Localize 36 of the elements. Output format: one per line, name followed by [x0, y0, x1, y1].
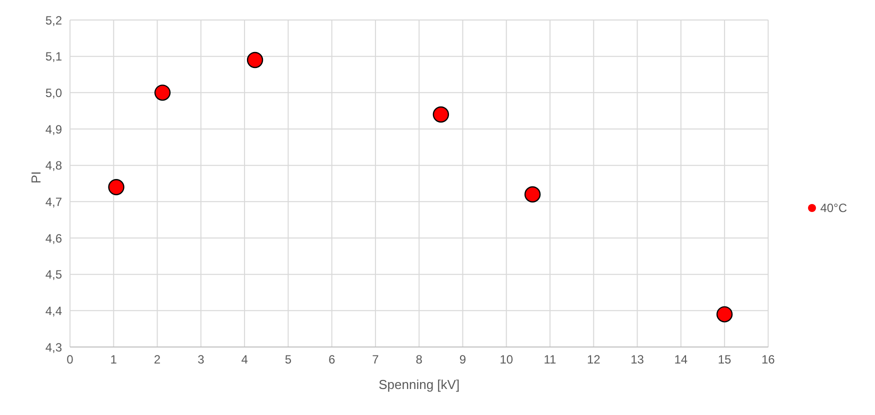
point [246, 52, 264, 68]
y-tick-label: 4,4 [45, 304, 62, 318]
x-tick-label: 7 [372, 352, 380, 367]
x-tick-label: 16 [762, 352, 776, 367]
x-tick-label: 5 [284, 352, 292, 367]
y-tick-label: 4,9 [45, 122, 62, 136]
x-tick-label: 9 [459, 352, 466, 367]
x-tick-label: 6 [328, 352, 336, 367]
y-tick-label: 5,0 [45, 86, 62, 100]
x-tick-label: 8 [416, 352, 423, 367]
x-tick-label: 10 [500, 352, 514, 367]
point [154, 84, 171, 101]
point [108, 179, 124, 196]
point [716, 306, 733, 322]
x-tick-label: 12 [586, 352, 601, 367]
y-axis-title: PI [28, 171, 44, 184]
y-tick-label: 4,8 [45, 158, 62, 173]
x-tick-label: 1 [110, 352, 118, 367]
y-tick-label: 4,6 [45, 231, 62, 246]
y-tick-label: 4,5 [45, 268, 62, 282]
y-tick-label: 5,1 [45, 50, 62, 64]
x-axis-title: Spenning [kV] [378, 377, 460, 392]
x-tick-label: 2 [154, 352, 161, 367]
y-tick-label: 5,2 [45, 13, 62, 28]
point [432, 106, 450, 123]
x-tick-label: 3 [198, 352, 205, 367]
point [524, 186, 541, 202]
x-tick-label: 4 [241, 352, 248, 367]
x-tick-label: 15 [718, 352, 732, 367]
x-tick-label: 11 [544, 352, 557, 367]
legend-label: 40°C [820, 200, 847, 214]
y-tick-label: 4,7 [45, 194, 62, 209]
y-tick-label: 4,3 [45, 340, 62, 354]
x-tick-label: 13 [630, 352, 644, 367]
x-tick-label: 0 [66, 352, 74, 367]
x-tick-label: 14 [674, 352, 688, 367]
